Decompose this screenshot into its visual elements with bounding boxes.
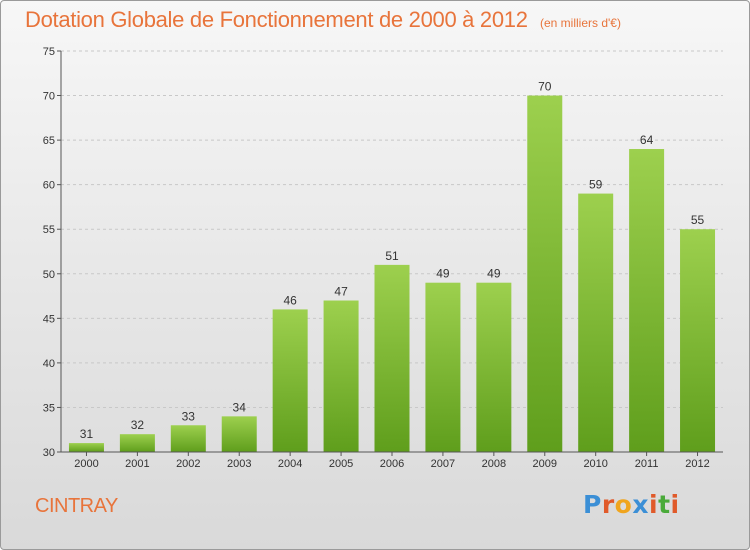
data-label: 51 — [385, 249, 399, 263]
y-tick-label: 40 — [43, 358, 55, 370]
data-label: 64 — [640, 133, 654, 147]
logo-letter: t — [658, 490, 671, 519]
x-tick-label: 2012 — [685, 458, 709, 470]
y-tick-label: 45 — [43, 313, 55, 325]
y-tick-label: 50 — [43, 269, 55, 281]
proxiti-logo[interactable]: Proxiti — [583, 490, 680, 519]
bars — [68, 95, 716, 453]
chart-subtitle: (en milliers d'€) — [540, 16, 621, 30]
bar — [68, 443, 104, 452]
bar — [323, 300, 359, 452]
x-tick-label: 2007 — [431, 458, 455, 470]
data-label: 33 — [182, 409, 196, 423]
bar — [425, 282, 461, 452]
bar — [578, 193, 614, 453]
bar — [680, 229, 716, 452]
y-tick-label: 75 — [43, 46, 55, 58]
x-tick-label: 2005 — [329, 458, 353, 470]
chart-title: Dotation Globale de Fonctionnement de 20… — [25, 7, 528, 32]
data-label: 59 — [589, 178, 603, 192]
logo-letter: r — [601, 490, 615, 519]
x-tick-label: 2000 — [74, 458, 98, 470]
data-label: 49 — [487, 267, 501, 281]
commune-name: CINTRAY — [35, 495, 118, 517]
y-tick-label: 60 — [43, 180, 55, 192]
data-label: 70 — [538, 80, 552, 94]
x-tick-label: 2010 — [583, 458, 607, 470]
bar — [374, 264, 410, 452]
data-label: 34 — [233, 400, 247, 414]
bar — [527, 95, 563, 453]
x-tick-label: 2003 — [227, 458, 251, 470]
y-tick-label: 55 — [43, 224, 55, 236]
labels: 30 35 40 45 50 55 60 65 70 75 31 2000 32 2001 33 2002 34… — [43, 46, 710, 470]
data-label: 47 — [334, 285, 348, 299]
y-tick-label: 70 — [43, 91, 55, 103]
y-tick-label: 30 — [43, 447, 55, 459]
logo-letter: o — [614, 490, 633, 519]
x-tick-label: 2011 — [635, 458, 659, 470]
x-tick-label: 2006 — [380, 458, 404, 470]
y-tick-label: 35 — [43, 402, 55, 414]
axes — [57, 50, 723, 456]
data-label: 46 — [283, 293, 297, 307]
bar — [476, 282, 512, 452]
data-label: 32 — [131, 418, 145, 432]
bar — [272, 309, 308, 452]
x-tick-label: 2009 — [533, 458, 557, 470]
x-tick-label: 2002 — [176, 458, 200, 470]
data-label: 31 — [80, 427, 94, 441]
x-tick-label: 2004 — [278, 458, 302, 470]
data-label: 49 — [436, 267, 450, 281]
bar — [221, 416, 257, 452]
logo-letter: i — [649, 490, 659, 519]
logo-letter: i — [670, 490, 680, 519]
bar — [170, 425, 206, 452]
y-tick-label: 65 — [43, 135, 55, 147]
bar — [119, 434, 155, 452]
logo-letter: x — [632, 490, 649, 519]
x-tick-label: 2001 — [125, 458, 149, 470]
data-label: 55 — [691, 213, 705, 227]
bar — [629, 149, 665, 452]
logo-letter: P — [583, 490, 602, 519]
x-tick-label: 2008 — [482, 458, 506, 470]
